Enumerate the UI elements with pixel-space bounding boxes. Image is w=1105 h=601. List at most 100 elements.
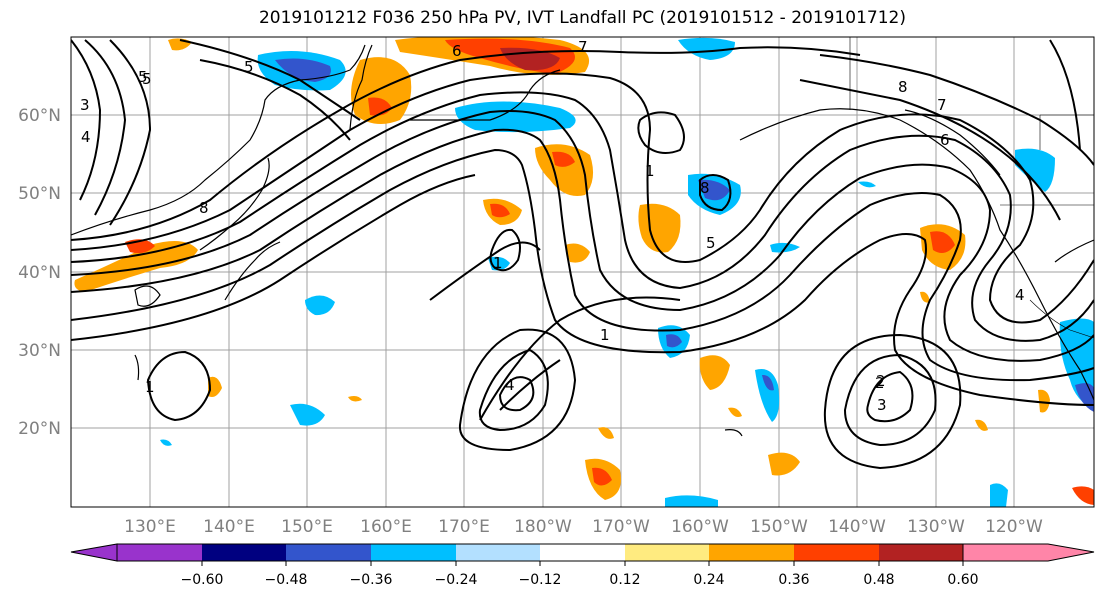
shading-patch xyxy=(290,403,325,426)
lat-label: 60°N xyxy=(18,106,61,126)
shading-patch xyxy=(920,291,930,303)
shading-patch xyxy=(208,376,222,397)
lon-label: 130°E xyxy=(124,517,176,537)
contour-label: 8 xyxy=(898,78,908,96)
contour-label: 1 xyxy=(493,254,503,272)
shading-patch xyxy=(768,452,800,476)
colorbar-tick-label: 0.60 xyxy=(947,572,978,588)
contour-label: 5 xyxy=(138,68,148,86)
colorbar-extend-above xyxy=(962,543,1095,562)
lon-label: 150°E xyxy=(281,517,333,537)
colorbar-tick-label: −0.60 xyxy=(181,572,224,588)
colorbar-tick-label: −0.36 xyxy=(350,572,393,588)
shading-patch xyxy=(1038,389,1050,413)
shading-patch xyxy=(858,181,876,188)
colorbar-bin xyxy=(202,544,286,561)
contour-label: 6 xyxy=(940,131,950,149)
lon-label: 150°W xyxy=(750,517,808,537)
shading-patch xyxy=(351,57,412,125)
shading-patch xyxy=(455,101,576,133)
plot-title: 2019101212 F036 250 hPa PV, IVT Landfall… xyxy=(258,8,906,28)
colorbar-bin xyxy=(286,544,371,561)
shading-patch xyxy=(762,374,774,391)
shading-patch xyxy=(348,396,362,402)
contour-label: 2 xyxy=(875,374,885,392)
shading-patch xyxy=(552,151,575,167)
colorbar-bin xyxy=(794,544,879,561)
longitude-labels: 130°E 140°E 150°E 160°E 170°E 180°W 170°… xyxy=(124,517,1043,537)
lon-label: 160°E xyxy=(360,517,412,537)
colorbar-bin xyxy=(456,544,540,561)
contour-label: 8 xyxy=(199,199,209,217)
contour-label: 4 xyxy=(1015,286,1025,304)
colorbar: −0.60 −0.48 −0.36 −0.24 −0.12 0.12 0.24 … xyxy=(70,543,1095,588)
lon-label: 170°E xyxy=(438,517,490,537)
political-borders xyxy=(849,37,1094,339)
colorbar-extend-below xyxy=(70,543,118,562)
contour-label: 3 xyxy=(80,96,90,114)
contour-label: 1 xyxy=(145,378,155,396)
colorbar-bin xyxy=(709,544,794,561)
lon-label: 140°W xyxy=(828,517,886,537)
colorbar-tick-label: 0.48 xyxy=(863,572,894,588)
shading-patch xyxy=(698,179,730,201)
lon-label: 170°W xyxy=(592,517,650,537)
shading-patch xyxy=(592,467,612,486)
contour-label: 3 xyxy=(877,396,887,414)
contour-label: 7 xyxy=(937,96,947,114)
lon-label: 180°W xyxy=(514,517,572,537)
contour-label: 1 xyxy=(645,162,655,180)
contour-label: 5 xyxy=(142,70,152,88)
contour-label: 6 xyxy=(452,42,462,60)
shading-patch xyxy=(666,334,682,348)
shading-patch xyxy=(665,495,718,507)
shading-patch xyxy=(275,58,331,82)
latitude-labels: 60°N 50°N 40°N 30°N 20°N xyxy=(18,106,61,439)
colorbar-bin xyxy=(117,544,202,561)
contour-label: 1 xyxy=(600,326,610,344)
contour-label: 7 xyxy=(578,38,588,56)
shading-patch xyxy=(1072,486,1094,505)
shading-patch xyxy=(678,37,735,60)
colorbar-tick-label: −0.48 xyxy=(265,572,308,588)
lat-label: 40°N xyxy=(18,263,61,283)
contour-label: 4 xyxy=(81,128,91,146)
shading-patch xyxy=(305,295,335,316)
shading-patch xyxy=(598,427,614,439)
contour-label: 5 xyxy=(244,58,254,76)
lat-label: 50°N xyxy=(18,184,61,204)
shading-patch xyxy=(490,203,510,218)
lon-label: 130°W xyxy=(907,517,965,537)
shading-patch xyxy=(990,483,1008,507)
colorbar-tick-label: −0.12 xyxy=(519,572,562,588)
colorbar-ticks xyxy=(201,561,964,566)
colorbar-bin xyxy=(625,544,709,561)
contour-labels: 5 6 7 8 5 4 3 2 1 4 5 7 8 6 4 1 2 3 5 1 … xyxy=(80,38,1025,414)
colorbar-tick-label: 0.36 xyxy=(778,572,809,588)
shading-patch xyxy=(1015,148,1055,192)
colorbar-bin xyxy=(371,544,456,561)
shading-patch xyxy=(930,231,955,254)
shading-patch xyxy=(975,419,988,431)
shading-patch xyxy=(755,369,780,422)
colorbar-tick-label: 0.12 xyxy=(609,572,640,588)
lon-label: 140°E xyxy=(203,517,255,537)
shading-patch xyxy=(74,241,198,292)
shading-patch xyxy=(565,243,590,263)
lon-label: 160°W xyxy=(671,517,729,537)
colorbar-bin xyxy=(879,544,963,561)
map-frame xyxy=(70,36,1095,508)
contour-label: 4 xyxy=(505,376,515,394)
lon-label: 120°W xyxy=(985,517,1043,537)
lat-label: 20°N xyxy=(18,419,61,439)
shading-patch xyxy=(728,407,742,417)
lat-label: 30°N xyxy=(18,341,61,361)
contour-label: 2 xyxy=(876,372,886,390)
colorbar-tick-label: 0.24 xyxy=(693,572,724,588)
contour-label: 5 xyxy=(706,234,716,252)
contour-label: 8 xyxy=(700,179,710,197)
colorbar-bin xyxy=(540,544,625,561)
contour-lines xyxy=(71,39,1094,470)
colorbar-tick-label: −0.24 xyxy=(435,572,478,588)
